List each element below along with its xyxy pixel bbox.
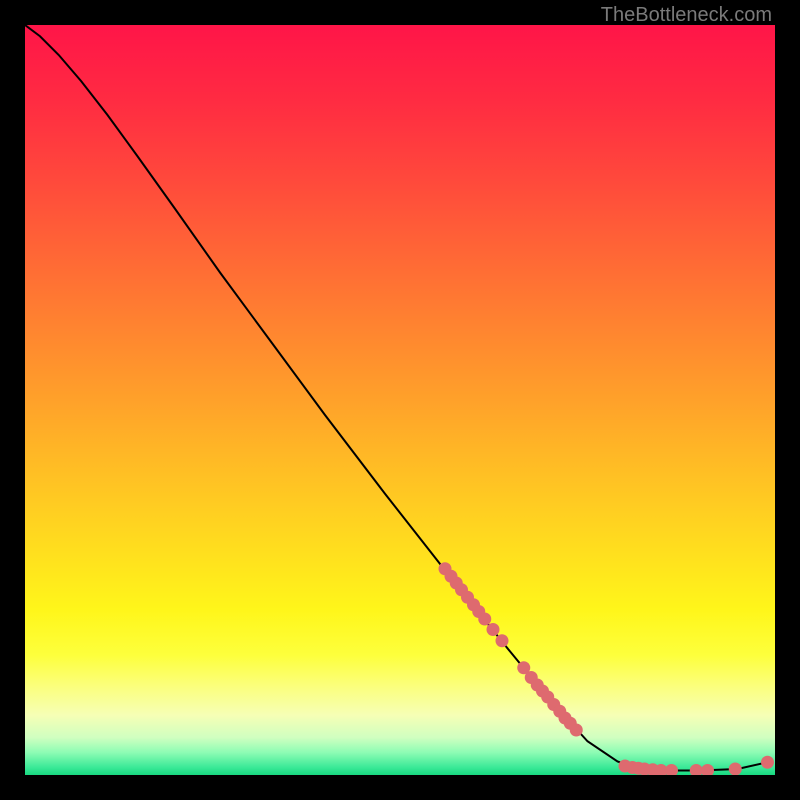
chart-overlay (25, 25, 775, 775)
marker-point (665, 764, 678, 775)
marker-point (690, 764, 703, 775)
marker-point (570, 724, 583, 737)
watermark-text: TheBottleneck.com (601, 4, 772, 27)
marker-point (729, 763, 742, 776)
marker-point (701, 764, 714, 775)
marker-point (496, 634, 509, 647)
marker-point (478, 613, 491, 626)
marker-point (487, 623, 500, 636)
curve-line (25, 25, 768, 771)
markers-group (439, 562, 775, 775)
marker-point (761, 756, 774, 769)
chart-container (25, 25, 775, 775)
